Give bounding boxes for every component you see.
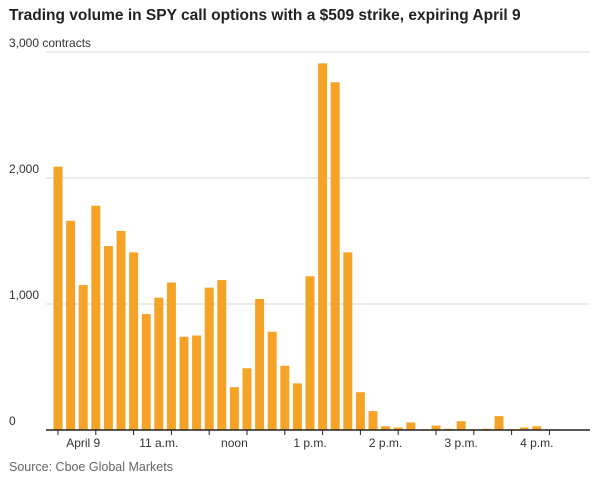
y-axis-labels: 3,000 contracts 2,000 1,000 0 xyxy=(9,36,91,428)
bar xyxy=(280,365,290,430)
bar xyxy=(406,422,416,430)
bar xyxy=(78,285,88,430)
bar xyxy=(217,280,227,430)
bar xyxy=(292,383,302,430)
bar xyxy=(129,252,139,430)
y-tick-label: 0 xyxy=(9,414,16,428)
x-tick-label: 2 p.m. xyxy=(369,436,402,450)
bar xyxy=(179,336,189,430)
bar xyxy=(532,426,542,430)
bar xyxy=(242,368,252,430)
bar xyxy=(255,298,265,430)
bar xyxy=(141,314,151,430)
x-tick-label: 4 p.m. xyxy=(520,436,553,450)
bar xyxy=(66,220,76,430)
gridlines xyxy=(46,51,590,305)
chart-title: Trading volume in SPY call options with … xyxy=(9,7,521,24)
bar xyxy=(305,276,315,430)
x-tick-label: 3 p.m. xyxy=(445,436,478,450)
x-tick-label: 11 a.m. xyxy=(139,436,178,450)
bar xyxy=(318,63,328,431)
bar xyxy=(431,425,441,430)
bar xyxy=(267,331,277,430)
y-tick-label: 2,000 xyxy=(9,162,39,176)
bar xyxy=(204,287,214,430)
bar xyxy=(229,387,239,430)
bar xyxy=(456,421,466,430)
bar xyxy=(343,252,353,430)
bar xyxy=(192,335,202,430)
bar xyxy=(154,297,164,430)
bar xyxy=(53,166,63,430)
bar xyxy=(494,416,504,430)
x-tick-label: 1 p.m. xyxy=(293,436,326,450)
bar xyxy=(393,427,403,430)
x-axis xyxy=(46,429,590,435)
bar xyxy=(116,230,126,430)
bar xyxy=(519,427,529,430)
bar xyxy=(103,246,113,430)
bar xyxy=(330,82,340,431)
y-tick-label: 1,000 xyxy=(9,288,39,302)
bar xyxy=(355,392,365,430)
bar xyxy=(166,282,176,430)
source-note: Source: Cboe Global Markets xyxy=(9,460,173,474)
bar xyxy=(91,205,101,430)
x-axis-labels: April 9 11 a.m. noon 1 p.m. 2 p.m. 3 p.m. 4 p.… xyxy=(66,436,553,450)
x-tick-label: April 9 xyxy=(66,436,100,450)
x-tick-label: noon xyxy=(221,436,248,450)
bar xyxy=(381,426,391,430)
bar xyxy=(368,411,378,430)
bars xyxy=(53,63,554,431)
y-tick-label: 3,000 contracts xyxy=(9,36,91,50)
